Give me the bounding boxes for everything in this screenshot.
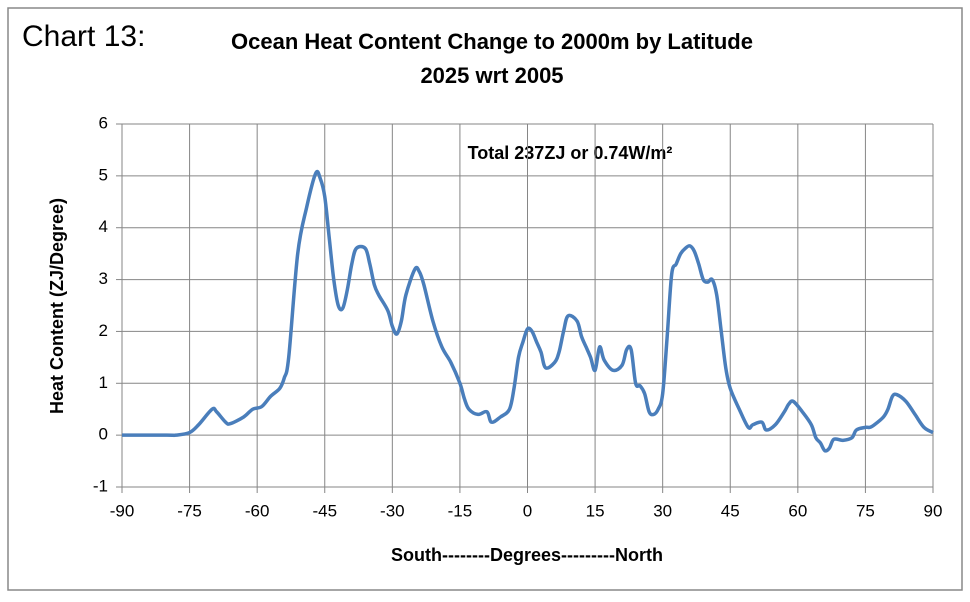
y-tick-label: 2: [99, 321, 108, 340]
y-tick-label: 0: [99, 425, 108, 444]
x-tick-label: -45: [312, 501, 337, 520]
y-tick-label: 6: [99, 113, 108, 132]
x-tick-label: -30: [380, 501, 405, 520]
x-axis-label: South--------Degrees---------North: [391, 545, 663, 565]
y-tick-label: -1: [93, 476, 108, 495]
y-tick-label: 5: [99, 165, 108, 184]
x-tick-label: -75: [177, 501, 202, 520]
x-tick-label: 90: [924, 501, 943, 520]
data-line: [122, 169, 934, 453]
x-tick-label: 30: [653, 501, 672, 520]
x-tick-label: -15: [448, 501, 473, 520]
y-axis-label: Heat Content (ZJ/Degree): [47, 198, 67, 414]
x-tick-label: 0: [523, 501, 532, 520]
x-tick-label: 45: [721, 501, 740, 520]
y-tick-label: 1: [99, 373, 108, 392]
x-tick-label: -90: [110, 501, 135, 520]
x-tick-label: 75: [856, 501, 875, 520]
x-tick-label: -60: [245, 501, 270, 520]
x-tick-label: 60: [788, 501, 807, 520]
y-tick-label: 3: [99, 269, 108, 288]
x-tick-label: 15: [586, 501, 605, 520]
chart-title: Ocean Heat Content Change to 2000m by La…: [231, 29, 753, 54]
chart-subtitle: 2025 wrt 2005: [420, 63, 563, 88]
y-tick-label: 4: [99, 217, 108, 236]
chart-border: [7, 7, 963, 591]
chart-label: Chart 13:: [22, 20, 145, 53]
annotation: Total 237ZJ or 0.74W/m²: [468, 143, 673, 163]
